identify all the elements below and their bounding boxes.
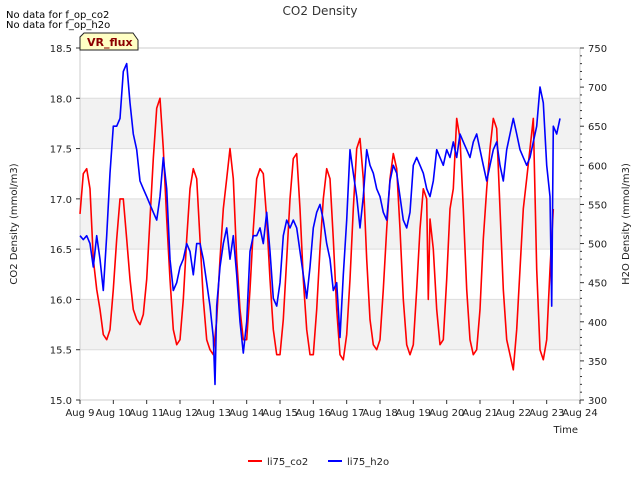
- x-tick-label: Aug 18: [362, 408, 397, 419]
- x-tick-label: Aug 10: [96, 408, 131, 419]
- right-y-tick-label: 750: [588, 44, 607, 55]
- x-tick-label: Aug 12: [162, 408, 197, 419]
- x-tick-label: Aug 22: [496, 408, 531, 419]
- x-tick-label: Aug 19: [396, 408, 431, 419]
- right-y-tick-label: 300: [588, 396, 607, 407]
- left-y-tick-label: 16.0: [50, 295, 72, 306]
- left-y-tick-label: 15.5: [50, 346, 72, 357]
- left-y-tick-label: 17.5: [50, 145, 72, 156]
- x-tick-label: Aug 11: [129, 408, 164, 419]
- chart-title: CO2 Density: [283, 4, 358, 18]
- left-y-tick-label: 16.5: [50, 245, 72, 256]
- right-y-tick-label: 550: [588, 200, 607, 211]
- series-line-co2: [79, 97, 555, 371]
- no-data-note-h2o: No data for f_op_h2o: [6, 20, 110, 31]
- right-y-tick-label: 700: [588, 83, 607, 94]
- left-y-tick-label: 18.0: [50, 94, 72, 105]
- right-y-tick-label: 500: [588, 240, 607, 251]
- x-tick-label: Aug 17: [329, 408, 364, 419]
- legend-label-co2: li75_co2: [267, 457, 308, 468]
- x-tick-label: Aug 9: [65, 408, 94, 419]
- x-tick-label: Aug 15: [262, 408, 297, 419]
- left-y-axis-ticks: 15.0 15.5 16.0 16.5 17.0 17.5 18.0 18.5: [50, 44, 80, 407]
- left-y-tick-label: 15.0: [50, 396, 72, 407]
- left-y-tick-label: 17.0: [50, 195, 72, 206]
- x-tick-label: Aug 21: [462, 408, 497, 419]
- right-y-tick-label: 650: [588, 122, 607, 133]
- right-y-tick-label: 400: [588, 318, 607, 329]
- plot-area-border: [79, 47, 581, 401]
- series-line-h2o: [79, 62, 561, 386]
- legend: li75_co2 li75_h2o: [248, 457, 389, 468]
- x-tick-label: Aug 14: [229, 408, 264, 419]
- vr-flux-badge: VR_flux: [79, 32, 139, 51]
- series-lines: [79, 62, 561, 386]
- background-bands: [80, 98, 580, 350]
- left-y-axis-title: CO2 Density (mmol/m3): [9, 163, 20, 284]
- badge-box: [79, 32, 139, 51]
- x-tick-label: Aug 16: [296, 408, 331, 419]
- right-y-axis-title: H2O Density (mmol/m3): [621, 163, 632, 285]
- background-band: [80, 299, 580, 350]
- right-y-axis-ticks: 300 350 400 450 500 550 600 650 700 750: [580, 44, 607, 407]
- right-y-tick-label: 350: [588, 357, 607, 368]
- x-axis-title: Time: [553, 425, 578, 436]
- x-tick-label: Aug 13: [196, 408, 231, 419]
- right-y-tick-label: 450: [588, 279, 607, 290]
- background-band: [80, 198, 580, 250]
- no-data-note-co2: No data for f_op_co2: [6, 10, 109, 21]
- right-y-tick-label: 600: [588, 161, 607, 172]
- x-tick-label: Aug 23: [529, 408, 564, 419]
- badge-label: VR_flux: [87, 36, 133, 49]
- x-tick-label: Aug 20: [429, 408, 464, 419]
- left-y-tick-label: 18.5: [50, 44, 72, 55]
- legend-label-h2o: li75_h2o: [347, 457, 389, 468]
- x-tick-label: Aug 24: [562, 408, 597, 419]
